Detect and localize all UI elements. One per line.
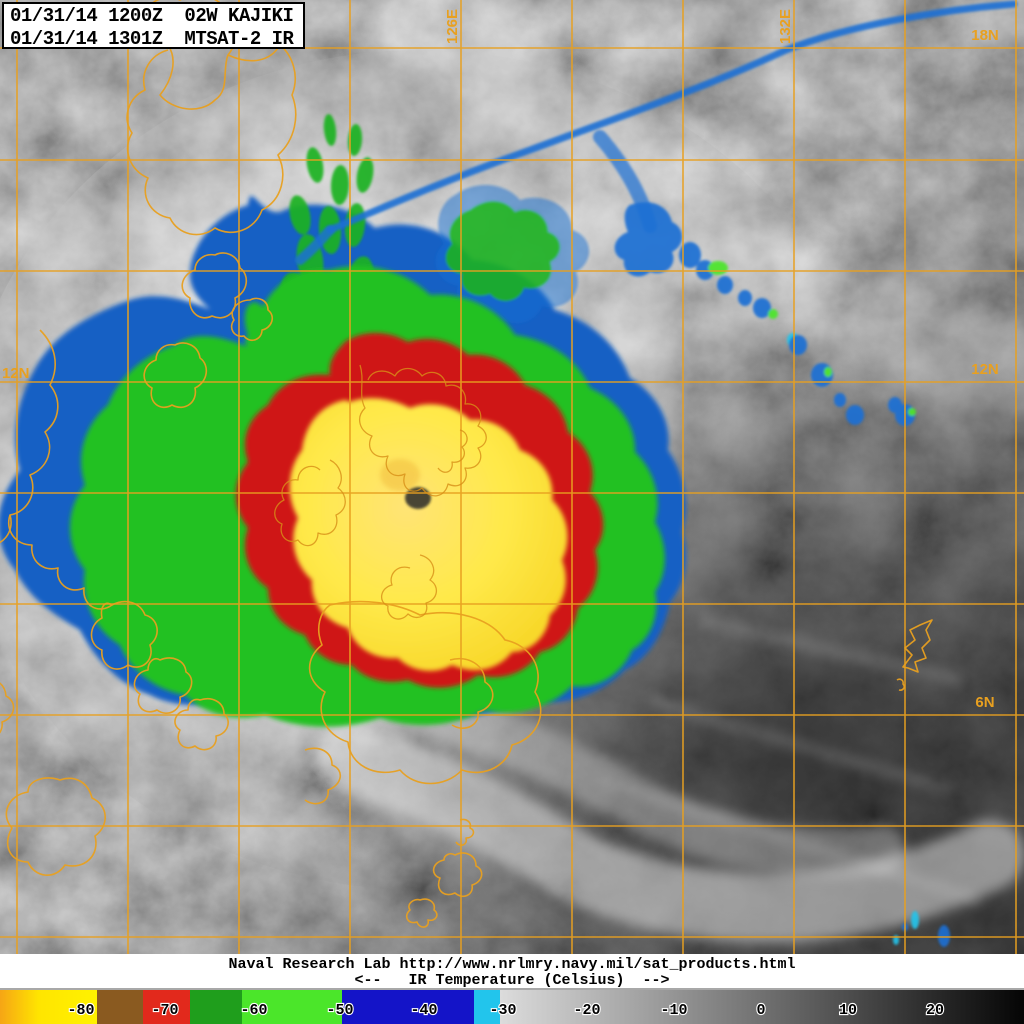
- svg-text:-30: -30: [489, 1002, 516, 1019]
- svg-text:-50: -50: [326, 1002, 353, 1019]
- svg-text:0: 0: [756, 1002, 765, 1019]
- svg-text:10: 10: [839, 1002, 857, 1019]
- svg-text:-70: -70: [151, 1002, 178, 1019]
- svg-text:-60: -60: [240, 1002, 267, 1019]
- svg-text:-40: -40: [410, 1002, 437, 1019]
- svg-text:20: 20: [926, 1002, 944, 1019]
- svg-text:-20: -20: [573, 1002, 600, 1019]
- svg-text:-80: -80: [67, 1002, 94, 1019]
- svg-text:-10: -10: [660, 1002, 687, 1019]
